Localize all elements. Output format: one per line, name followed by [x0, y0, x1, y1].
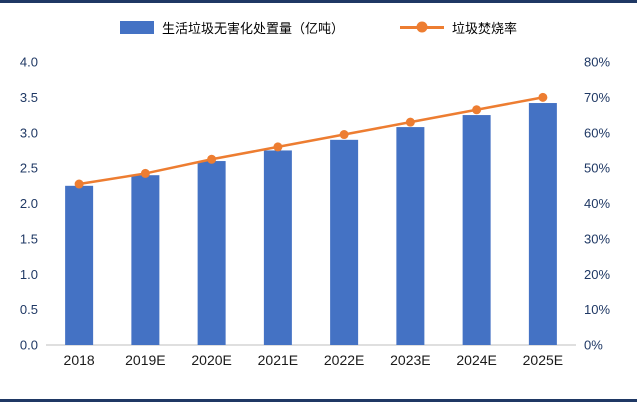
bar-2021E [263, 150, 292, 345]
line-marker-2019E [140, 168, 150, 178]
bar-2020E [197, 161, 226, 345]
left-axis-tick: 1.0 [20, 267, 38, 282]
line-marker-2021E [273, 142, 283, 152]
incineration-rate-line [78, 96, 544, 186]
right-axis-tick: 0% [584, 338, 603, 353]
legend-label-incineration-rate: 垃圾焚烧率 [452, 20, 518, 36]
bar-2024E [462, 115, 491, 345]
chart-legend: 生活垃圾无害化处置量（亿吨） 垃圾焚烧率 [0, 14, 637, 40]
line-marker-2024E [472, 105, 482, 115]
category-label-2024E: 2024E [456, 352, 496, 368]
category-label-2018: 2018 [64, 352, 95, 368]
legend-label-disposal-volume: 生活垃圾无害化处置量（亿吨） [161, 20, 344, 36]
line-series-marker-icon [416, 21, 428, 33]
bar-line-chart: 0.0 0.5 1.0 1.5 2.0 2.5 3.0 3.5 4.0 0% 10% 20% 30% 40… [20, 55, 611, 369]
left-axis-tick: 3.5 [20, 90, 38, 105]
right-axis-tick: 50% [584, 161, 610, 176]
category-label-2020E: 2020E [191, 352, 231, 368]
line-marker-2022E [339, 130, 349, 140]
right-axis-tick: 80% [584, 55, 610, 70]
category-label-2019E: 2019E [125, 352, 165, 368]
left-axis-tick: 0.5 [20, 302, 38, 317]
right-axis-tick: 70% [584, 90, 610, 105]
line-marker-2018 [74, 179, 84, 189]
bar-2022E [330, 139, 359, 345]
left-axis-tick: 3.0 [20, 125, 38, 140]
right-axis-tick: 10% [584, 302, 610, 317]
right-axis-tick: 40% [584, 196, 610, 211]
bar-series-swatch [119, 20, 154, 34]
category-label-2025E: 2025E [523, 352, 563, 368]
right-axis-tick: 30% [584, 231, 610, 246]
line-marker-2025E [538, 92, 548, 102]
top-border-rule [0, 0, 637, 3]
bar-2019E [131, 175, 160, 345]
category-label-2021E: 2021E [258, 352, 298, 368]
legend-item-incineration-rate: 垃圾焚烧率 [400, 18, 517, 37]
bottom-border-rule [0, 399, 637, 402]
left-axis-tick: 2.5 [20, 161, 38, 176]
bar-2025E [528, 103, 557, 345]
left-axis-tick: 4.0 [20, 55, 38, 70]
left-axis-tick: 1.5 [20, 231, 38, 246]
left-axis-tick: 2.0 [20, 196, 38, 211]
bar-2018 [65, 185, 94, 345]
category-label-2023E: 2023E [390, 352, 430, 368]
legend-item-disposal-volume: 生活垃圾无害化处置量（亿吨） [119, 18, 344, 37]
line-marker-2023E [405, 117, 415, 127]
line-marker-2020E [207, 154, 217, 164]
right-axis-tick: 20% [584, 267, 610, 282]
left-axis-tick: 0.0 [20, 338, 38, 353]
right-axis-tick: 60% [584, 125, 610, 140]
bar-2023E [396, 127, 425, 345]
category-label-2022E: 2022E [324, 352, 364, 368]
line-series-swatch [400, 21, 444, 33]
